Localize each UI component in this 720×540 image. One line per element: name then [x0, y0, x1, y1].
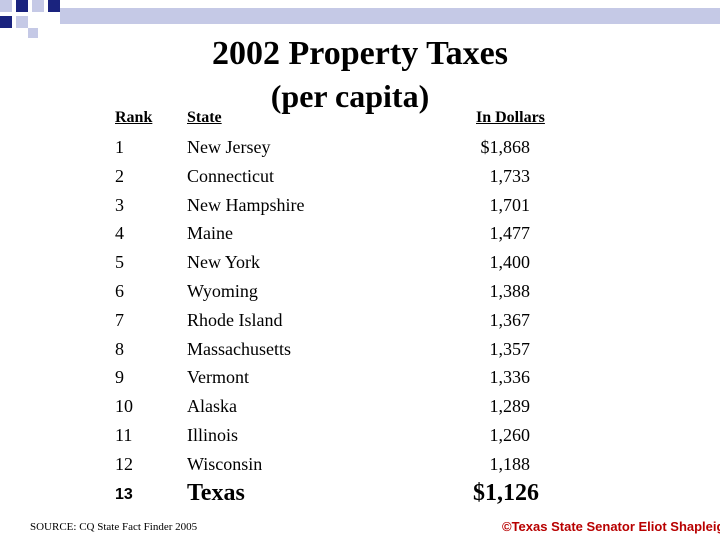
decorative-header-squares [0, 0, 720, 38]
amount-cell: 1,733 [489, 165, 531, 186]
rank-cell: 12 [115, 453, 133, 474]
highlight-state: Texas [187, 480, 245, 506]
rank-cell: 5 [115, 252, 124, 273]
table-row: 12 Wisconsin 1,188 [0, 450, 720, 479]
state-cell: Vermont [187, 367, 249, 388]
column-header-state: State [187, 109, 222, 126]
state-cell: Connecticut [187, 165, 274, 186]
rank-cell: 9 [115, 367, 124, 388]
table-row: 3 New Hampshire 1,701 [0, 191, 720, 220]
subtitle-text: (per capita) [270, 78, 430, 114]
rank-cell: 6 [115, 280, 124, 301]
column-header-rank: Rank [115, 109, 153, 126]
rank-cell: 11 [115, 424, 133, 445]
state-cell: New Jersey [187, 137, 271, 157]
amount-cell: 1,477 [489, 223, 531, 244]
table-row: 11 Illinois 1,260 [0, 421, 720, 450]
state-cell: Alaska [187, 396, 237, 417]
amount-cell: 1,367 [489, 309, 531, 330]
rank-cell: 3 [115, 194, 124, 215]
table-row: 1 New Jersey $1,868 [0, 133, 720, 162]
amount-cell: $1,868 [480, 137, 531, 157]
highlight-row-texas: 13 Texas $1,126 [0, 478, 720, 514]
table-row: 5 New York 1,400 [0, 248, 720, 277]
state-cell: Illinois [187, 424, 239, 445]
table-row: 4 Maine 1,477 [0, 219, 720, 248]
amount-cell: 1,388 [489, 280, 531, 301]
rank-cell: 4 [115, 223, 124, 244]
state-cell: New York [187, 252, 261, 273]
rank-cell: 8 [115, 338, 124, 359]
amount-cell: 1,188 [489, 453, 531, 474]
rank-cell: 7 [115, 309, 124, 330]
highlight-rank: 13 [115, 486, 133, 503]
state-cell: New Hampshire [187, 194, 305, 215]
state-cell: Massachusetts [187, 338, 291, 359]
table-row: 9 Vermont 1,336 [0, 363, 720, 392]
rank-cell: 10 [115, 396, 133, 417]
table-row: 7 Rhode Island 1,367 [0, 306, 720, 335]
highlight-amount: $1,126 [473, 480, 539, 506]
copyright-credit: ©Texas State Senator Eliot Shapleigh [502, 519, 720, 534]
page-subtitle: (per capita) [0, 78, 720, 114]
rank-cell: 2 [115, 165, 124, 186]
table-row: 8 Massachusetts 1,357 [0, 335, 720, 364]
ranking-table: 1 New Jersey $1,868 2 Connecticut 1,733 3 New… [0, 133, 720, 479]
table-row: 10 Alaska 1,289 [0, 392, 720, 421]
amount-cell: 1,400 [489, 252, 531, 273]
column-header-dollars: In Dollars [476, 109, 545, 126]
amount-cell: 1,701 [489, 194, 531, 215]
amount-cell: 1,357 [489, 338, 531, 359]
rank-cell: 1 [115, 137, 124, 157]
state-cell: Wyoming [187, 280, 258, 301]
table-row: 6 Wyoming 1,388 [0, 277, 720, 306]
table-row: 2 Connecticut 1,733 [0, 162, 720, 191]
amount-cell: 1,336 [489, 367, 531, 388]
amount-cell: 1,260 [489, 424, 531, 445]
state-cell: Wisconsin [187, 453, 263, 474]
page-title: 2002 Property Taxes [212, 35, 508, 72]
amount-cell: 1,289 [489, 396, 531, 417]
state-cell: Rhode Island [187, 309, 283, 330]
state-cell: Maine [187, 223, 233, 244]
source-note: SOURCE: CQ State Fact Finder 2005 [30, 521, 198, 533]
